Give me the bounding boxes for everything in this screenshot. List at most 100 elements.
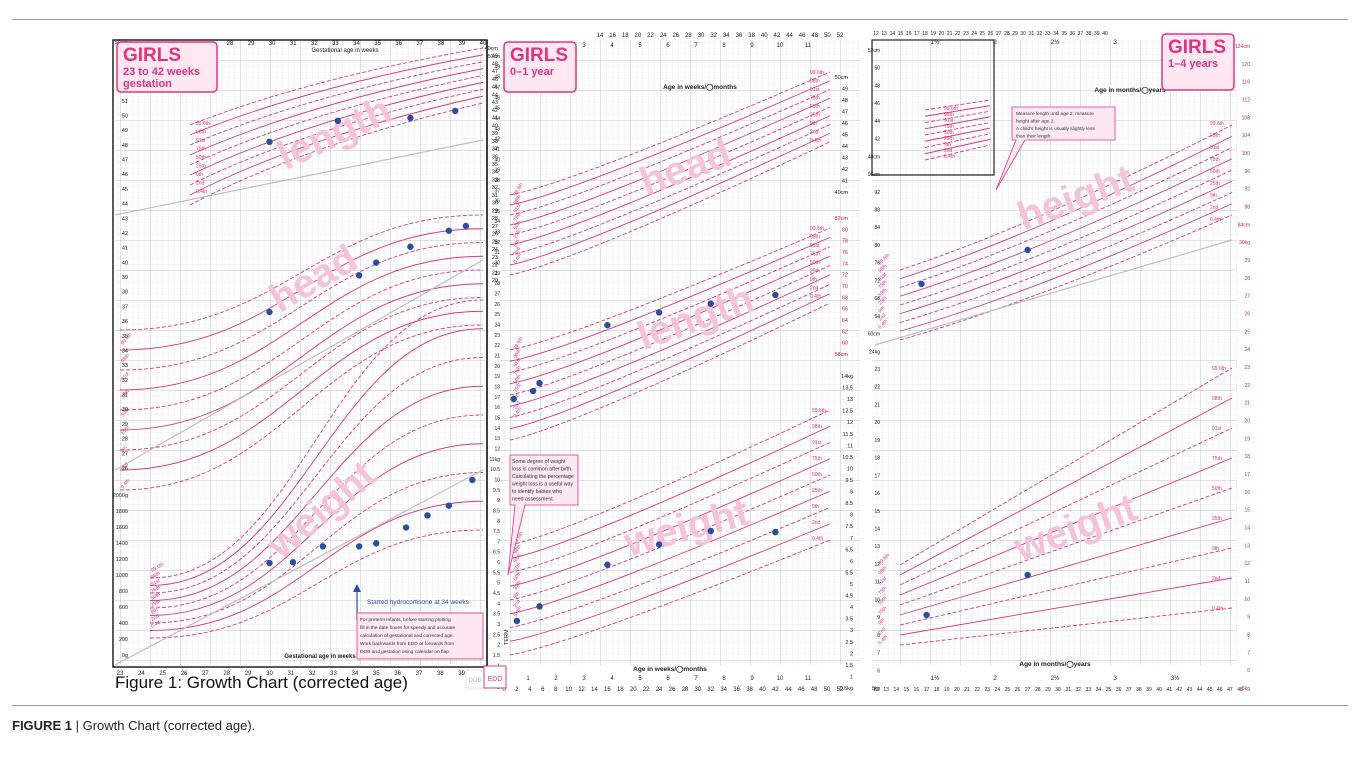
infant-left-tick-22: 28 [494, 281, 500, 287]
toddler-year-tick-4: 3½ [1170, 674, 1180, 682]
preterm-left-head-tick-24: 31 [122, 393, 128, 399]
preterm-weight-point-0 [266, 559, 273, 567]
data-points [266, 107, 1031, 625]
infant-weight-centile-5 [509, 490, 831, 615]
preterm-right-tick-7: 43 [492, 100, 498, 106]
infant-weight-end-centile-label-4: 50th [812, 472, 822, 478]
infant-top-month-tick-8: 9 [750, 43, 754, 49]
infant-right-weight-tick-9: 9.5 [845, 478, 853, 484]
toddler-inset-border [871, 39, 995, 176]
toddler-height-centile-2 [899, 147, 1233, 288]
preterm-right-tick-5: 45 [492, 85, 498, 91]
infant-weight-centile-label-5: 25th [513, 579, 523, 591]
toddler-left-tick-21: 20 [874, 420, 880, 426]
infant-head-centile-1 [509, 80, 831, 206]
infant-right-weight-tick-4: 12 [847, 420, 853, 426]
infant-length-centile-label-2: 91st [513, 356, 523, 368]
infant-top-week-tick-9: 32 [710, 33, 717, 39]
toddler-height-end-centile-label-8: 0.4th [1210, 217, 1221, 223]
infant-left-tick-31: 19 [494, 374, 500, 380]
preterm-right-tick-3: 47 [492, 69, 498, 75]
preterm-left-weight-tick-8: 400 [119, 621, 128, 627]
preterm-length-centile-label-4: 50th [196, 155, 206, 161]
toddler-right-tick-4: 108 [1242, 115, 1251, 121]
toddler-left-tick-27: 14 [874, 527, 880, 533]
preterm-x-tick-7: 30 [266, 671, 273, 677]
infant-top-month-tick-10: 11 [805, 43, 812, 49]
toddler-right-tick-2: 116 [1242, 80, 1250, 86]
infant-top-month-tick-7: 8 [722, 43, 726, 49]
infant-left-tick-1: 49 [494, 64, 500, 70]
preterm-left-head-tick-9: 46 [122, 172, 128, 178]
panel-grid-preterm [115, 40, 485, 665]
infant-right-weight-tick-6: 11 [847, 443, 853, 449]
preterm-note-line-4: DOB and gestation using calendar on flap… [360, 649, 450, 655]
preterm-right-tick-23: 27 [492, 224, 498, 230]
toddler-month-tick-32: 44 [1197, 687, 1203, 693]
toddler-month-tick-7: 19 [944, 687, 950, 693]
toddler-right-tick-3: 112 [1242, 98, 1250, 104]
infant-left-tick-2: 48 [494, 75, 500, 81]
infant-top-axis-label: Age in weeks/◯months [663, 83, 737, 91]
preterm-head-centile-label-4: 50th [120, 407, 131, 418]
infant-week-tick-8: 16 [604, 687, 611, 693]
infant-right-weight-tick-16: 6 [850, 559, 853, 565]
infant-length-centile-3 [509, 255, 831, 385]
infant-week-tick-0: 0 [502, 687, 506, 693]
infant-left-tick-40: 10.5 [490, 467, 500, 473]
height-note-line-1: height after age 2. [1016, 119, 1055, 125]
infant-right-length-tick-12: 58cm [835, 352, 849, 358]
infant-week-tick-2: 4 [528, 687, 532, 693]
preterm-weight-centile-3 [149, 385, 484, 601]
preterm-left-head-tick-23: 32 [122, 378, 128, 384]
toddler-weight-end-centile-label-0: 99.6th [1212, 366, 1226, 372]
preterm-left-head-tick-6: 49 [122, 128, 128, 134]
toddler-year-tick-0: 1½ [930, 674, 940, 682]
toddler-right-tick-30: 11 [1245, 579, 1250, 585]
preterm-length-centile-4 [189, 75, 484, 166]
infant-weight-centile-4 [509, 474, 831, 601]
infant-right-weight-tick-27: 0.5kg [840, 686, 853, 692]
preterm-left-head-tick-17: 38 [122, 290, 128, 296]
infant-weight-centile-8 [509, 539, 831, 656]
preterm-right-tick-6: 44 [492, 92, 498, 98]
preterm-weight-centile-2 [149, 357, 484, 594]
preterm-left-head-tick-14: 41 [122, 246, 128, 252]
infant-top-week-tick-18: 50 [824, 33, 831, 39]
toddler-weight-centile-5 [899, 517, 1233, 616]
preterm-right-tick-10: 40 [492, 123, 498, 129]
infant-head-centile-7 [509, 132, 831, 266]
toddler-month-tick-17: 29 [1045, 687, 1051, 693]
figure-label: FIGURE 1 [12, 718, 72, 733]
annotations: Started hydrocortisone at 34 weeks For pr… [353, 106, 1116, 689]
toddler-year-tick-1: 2 [993, 675, 997, 682]
infant-right-head-tick-2: 48 [842, 98, 848, 104]
infant-length-centile-1 [509, 236, 831, 362]
preterm-head-centile-5 [119, 283, 484, 431]
infant-right-weight-tick-1: 13.5 [842, 386, 853, 392]
infant-length-centile-label-4: 50th [513, 373, 523, 385]
weight-loss-note-box [507, 454, 579, 576]
infant-left-tick-24: 26 [494, 302, 500, 308]
infant-week-tick-18: 36 [733, 687, 740, 693]
toddler-top-month-tick-0: 12 [873, 31, 879, 37]
infant-right-head-tick-4: 46 [842, 121, 848, 127]
preterm-left-head-tick-12: 43 [122, 216, 128, 222]
infant-length-centile-5 [509, 274, 831, 407]
toddler-right-tick-35: 6 [1247, 668, 1250, 674]
infant-month-tick-1: 2 [554, 676, 558, 682]
infant-left-tick-21: 29 [494, 271, 500, 277]
preterm-x-tick-5: 28 [223, 671, 230, 677]
preterm-weight-point-6 [424, 512, 431, 519]
infant-left-tick-56: 2.5 [493, 632, 500, 638]
infant-right-weight-tick-8: 10 [847, 466, 853, 472]
infant-right-weight-tick-22: 3 [850, 628, 853, 634]
preterm-top-tick-2: 30 [269, 41, 276, 47]
toddler-weight-centile-4 [899, 487, 1233, 606]
preterm-length-centile-label-6: 9th [196, 172, 203, 178]
preterm-right-tick-16: 34 [492, 170, 498, 176]
preterm-x-tick-16: 39 [458, 671, 465, 677]
weight-loss-note-line-1: loss is common after birth. [512, 467, 573, 473]
infant-left-tick-23: 27 [494, 292, 500, 298]
